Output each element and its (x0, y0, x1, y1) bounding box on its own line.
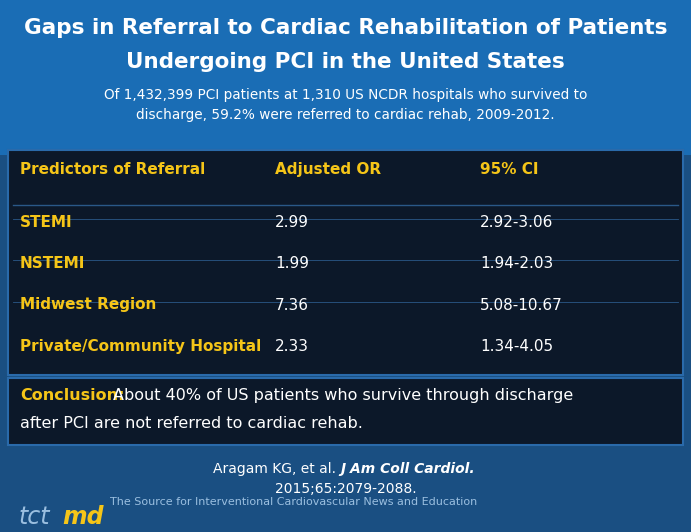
Text: The Source for Interventional Cardiovascular News and Education: The Source for Interventional Cardiovasc… (110, 497, 477, 507)
Text: 2.33: 2.33 (275, 339, 309, 354)
Bar (0, 0, 691, 155)
Text: tct: tct (18, 505, 50, 529)
Bar (8, 150, 683, 375)
Text: STEMI: STEMI (20, 215, 73, 230)
Text: Undergoing PCI in the United States: Undergoing PCI in the United States (126, 52, 565, 72)
Text: 2.99: 2.99 (275, 215, 309, 230)
Text: Conclusion:: Conclusion: (20, 388, 124, 403)
Text: NSTEMI: NSTEMI (20, 256, 86, 271)
Text: 95% CI: 95% CI (480, 162, 538, 177)
Text: 1.94-2.03: 1.94-2.03 (480, 256, 553, 271)
Text: Adjusted OR: Adjusted OR (275, 162, 381, 177)
Text: 5.08-10.67: 5.08-10.67 (480, 297, 562, 312)
Text: Of 1,432,399 PCI patients at 1,310 US NCDR hospitals who survived to: Of 1,432,399 PCI patients at 1,310 US NC… (104, 88, 587, 102)
Text: J Am Coll Cardiol.: J Am Coll Cardiol. (341, 462, 475, 476)
Text: About 40% of US patients who survive through discharge: About 40% of US patients who survive thr… (113, 388, 574, 403)
Text: 7.36: 7.36 (275, 297, 309, 312)
Text: md: md (62, 505, 104, 529)
Text: 1.99: 1.99 (275, 256, 309, 271)
Text: Gaps in Referral to Cardiac Rehabilitation of Patients: Gaps in Referral to Cardiac Rehabilitati… (23, 18, 668, 38)
Text: 2015;65:2079-2088.: 2015;65:2079-2088. (275, 482, 416, 496)
Text: 1.34-4.05: 1.34-4.05 (480, 339, 553, 354)
Text: after PCI are not referred to cardiac rehab.: after PCI are not referred to cardiac re… (20, 416, 363, 431)
Text: Predictors of Referral: Predictors of Referral (20, 162, 205, 177)
Bar (8, 378, 683, 445)
Text: Private/Community Hospital: Private/Community Hospital (20, 339, 261, 354)
Text: Midwest Region: Midwest Region (20, 297, 156, 312)
Text: 2.92-3.06: 2.92-3.06 (480, 215, 553, 230)
Text: Aragam KG, et al.: Aragam KG, et al. (213, 462, 341, 476)
Text: discharge, 59.2% were referred to cardiac rehab, 2009-2012.: discharge, 59.2% were referred to cardia… (136, 108, 555, 122)
Bar (0, 155, 691, 532)
